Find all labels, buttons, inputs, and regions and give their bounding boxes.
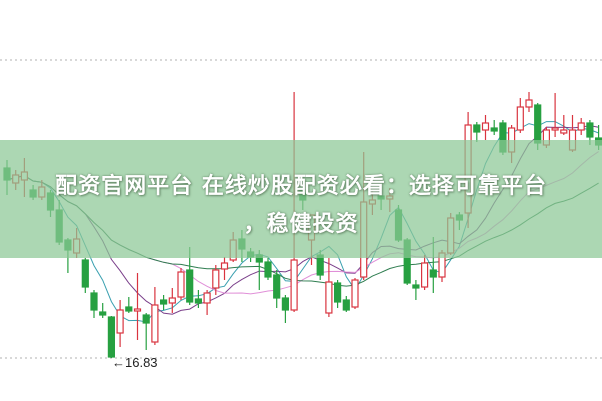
candle-body [186, 269, 194, 303]
candle [490, 120, 498, 135]
candle [142, 313, 150, 350]
candle [116, 300, 124, 347]
candle-body [99, 311, 107, 316]
banner-title-line1: 配资官网平台 在线炒股配资必看：选择可靠平台 [55, 174, 547, 199]
candle [194, 290, 202, 308]
candle [481, 115, 490, 140]
candle-body [142, 314, 150, 324]
candle-body [281, 297, 289, 311]
candle [212, 265, 220, 295]
candle [177, 268, 185, 300]
candle [168, 288, 176, 313]
candle-body [125, 306, 133, 312]
candle [107, 316, 116, 358]
candle [525, 92, 533, 112]
candle [220, 257, 229, 280]
candle [551, 93, 559, 137]
candle [342, 296, 350, 312]
candle-body [290, 259, 298, 311]
candle [99, 303, 107, 318]
candle-body [107, 316, 116, 358]
candle-body [481, 122, 490, 131]
candle-body [429, 269, 437, 278]
candle-body [342, 299, 350, 311]
candle-body [586, 122, 594, 138]
candle-body [220, 262, 229, 270]
candle-body [194, 298, 202, 304]
candle [281, 295, 289, 323]
candle-body [525, 99, 533, 108]
candle-body [577, 122, 585, 131]
candle [264, 258, 272, 280]
candle-body [490, 127, 498, 132]
candle [421, 255, 429, 290]
candle-body [81, 259, 89, 288]
candle [325, 258, 333, 317]
candle-body [116, 309, 124, 334]
candle-body [325, 281, 333, 314]
candle [516, 98, 524, 133]
title-banner: 配资官网平台 在线炒股配资必看：选择可靠平台 ，稳健投资 [0, 140, 602, 258]
candle-body [516, 106, 524, 131]
candle-body [203, 292, 211, 304]
candle [473, 122, 481, 142]
candle-body [473, 124, 481, 133]
banner-title-line2: ，稳健投资 [243, 212, 359, 237]
candle-body [412, 284, 420, 289]
candle-body [316, 254, 324, 276]
candle [81, 258, 89, 293]
candle-body [151, 304, 159, 343]
candle [560, 115, 568, 135]
candle-body [334, 282, 342, 303]
candle [125, 297, 133, 313]
candle-body [160, 299, 168, 305]
candle-body [551, 127, 559, 131]
candle-body [212, 269, 220, 289]
candle-body [133, 308, 142, 312]
candle [151, 287, 159, 345]
candle [412, 280, 420, 300]
candle [133, 273, 142, 340]
candle [351, 278, 359, 309]
candle-body [264, 261, 272, 278]
candle [203, 290, 211, 315]
candle [90, 290, 98, 318]
candle [577, 118, 585, 135]
candle-body [534, 104, 542, 144]
candle [273, 270, 281, 308]
low-price-label: ←16.83 [112, 355, 158, 370]
candle-body [90, 292, 98, 311]
candle [334, 280, 342, 308]
candle-body [168, 297, 176, 304]
candle-body [351, 279, 359, 308]
candle-body [273, 274, 281, 299]
candle [160, 295, 168, 310]
candle-body [560, 129, 568, 134]
candle-body [421, 262, 429, 288]
candle-body [177, 271, 185, 298]
